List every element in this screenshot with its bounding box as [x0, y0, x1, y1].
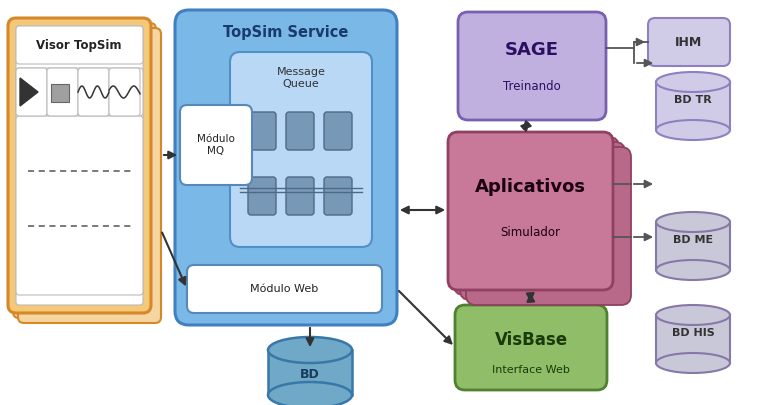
- FancyBboxPatch shape: [466, 147, 631, 305]
- FancyBboxPatch shape: [648, 18, 730, 66]
- Ellipse shape: [656, 353, 730, 373]
- Text: Message
Queue: Message Queue: [277, 67, 325, 89]
- FancyBboxPatch shape: [455, 305, 607, 390]
- Text: Treinando: Treinando: [503, 81, 561, 94]
- Text: TopSim Service: TopSim Service: [224, 24, 349, 40]
- FancyBboxPatch shape: [16, 26, 143, 64]
- FancyBboxPatch shape: [187, 265, 382, 313]
- FancyBboxPatch shape: [16, 26, 143, 305]
- FancyBboxPatch shape: [248, 177, 276, 215]
- Text: BD TR: BD TR: [674, 95, 712, 105]
- FancyBboxPatch shape: [248, 112, 276, 150]
- Bar: [656, 82, 730, 130]
- FancyBboxPatch shape: [16, 68, 143, 116]
- Bar: [51, 84, 69, 102]
- Text: SAGE: SAGE: [505, 41, 559, 59]
- Polygon shape: [20, 78, 38, 106]
- Ellipse shape: [656, 212, 730, 232]
- Ellipse shape: [656, 72, 730, 92]
- Text: Aplicativos: Aplicativos: [475, 178, 586, 196]
- Ellipse shape: [268, 382, 352, 405]
- FancyBboxPatch shape: [286, 112, 314, 150]
- FancyBboxPatch shape: [448, 132, 613, 290]
- Text: Simulador: Simulador: [500, 226, 560, 239]
- FancyBboxPatch shape: [454, 137, 619, 295]
- FancyBboxPatch shape: [8, 18, 151, 313]
- FancyBboxPatch shape: [324, 112, 352, 150]
- Ellipse shape: [656, 120, 730, 140]
- FancyBboxPatch shape: [324, 177, 352, 215]
- FancyBboxPatch shape: [16, 68, 47, 116]
- FancyBboxPatch shape: [47, 68, 78, 116]
- Ellipse shape: [656, 305, 730, 325]
- Text: BD ME: BD ME: [673, 235, 713, 245]
- Text: Módulo
MQ: Módulo MQ: [197, 134, 235, 156]
- Ellipse shape: [268, 337, 352, 363]
- Text: Visor TopSim: Visor TopSim: [36, 40, 122, 53]
- FancyBboxPatch shape: [13, 23, 156, 318]
- FancyBboxPatch shape: [18, 28, 161, 323]
- Text: BD: BD: [300, 369, 320, 382]
- Text: Interface Web: Interface Web: [492, 365, 570, 375]
- FancyBboxPatch shape: [16, 116, 143, 295]
- Text: BD HIS: BD HIS: [672, 328, 715, 338]
- Bar: [656, 315, 730, 363]
- Text: Módulo Web: Módulo Web: [250, 284, 318, 294]
- FancyBboxPatch shape: [460, 142, 625, 300]
- Text: IHM: IHM: [676, 36, 702, 49]
- Bar: [656, 222, 730, 270]
- Text: VisBase: VisBase: [494, 331, 568, 349]
- FancyBboxPatch shape: [180, 105, 252, 185]
- FancyBboxPatch shape: [230, 52, 372, 247]
- FancyBboxPatch shape: [286, 177, 314, 215]
- Bar: [268, 350, 352, 395]
- Ellipse shape: [656, 260, 730, 280]
- FancyBboxPatch shape: [109, 68, 140, 116]
- FancyBboxPatch shape: [458, 12, 606, 120]
- FancyBboxPatch shape: [78, 68, 109, 116]
- FancyBboxPatch shape: [175, 10, 397, 325]
